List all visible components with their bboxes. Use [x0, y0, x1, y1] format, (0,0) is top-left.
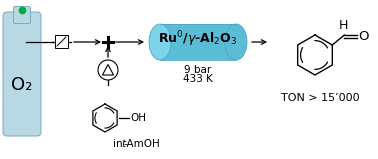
- Circle shape: [98, 60, 118, 80]
- Text: t: t: [121, 139, 125, 149]
- Text: 433 K: 433 K: [183, 74, 213, 84]
- Text: 9 bar: 9 bar: [184, 65, 212, 75]
- Text: TON > 15’000: TON > 15’000: [281, 93, 359, 103]
- Text: in: in: [113, 139, 126, 149]
- Ellipse shape: [149, 24, 171, 60]
- Ellipse shape: [225, 24, 247, 60]
- Text: -AmOH: -AmOH: [124, 139, 161, 149]
- Bar: [160, 24, 236, 60]
- FancyBboxPatch shape: [3, 12, 41, 136]
- Text: Ru$^0$/$\gamma$-Al$_2$O$_3$: Ru$^0$/$\gamma$-Al$_2$O$_3$: [158, 29, 238, 49]
- Bar: [55, 35, 68, 48]
- Text: O₂: O₂: [11, 76, 33, 94]
- Polygon shape: [102, 65, 113, 75]
- Text: H: H: [339, 19, 348, 32]
- Text: OH: OH: [130, 113, 146, 123]
- Text: O: O: [358, 30, 369, 42]
- FancyBboxPatch shape: [14, 7, 31, 24]
